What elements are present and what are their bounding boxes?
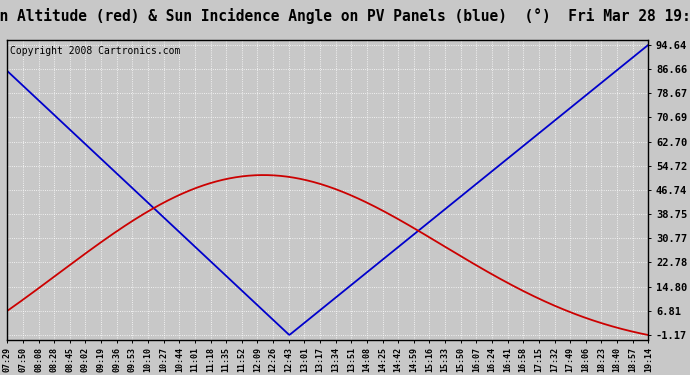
Text: Sun Altitude (red) & Sun Incidence Angle on PV Panels (blue)  (°)  Fri Mar 28 19: Sun Altitude (red) & Sun Incidence Angle… — [0, 8, 690, 24]
Text: Copyright 2008 Cartronics.com: Copyright 2008 Cartronics.com — [10, 46, 181, 56]
